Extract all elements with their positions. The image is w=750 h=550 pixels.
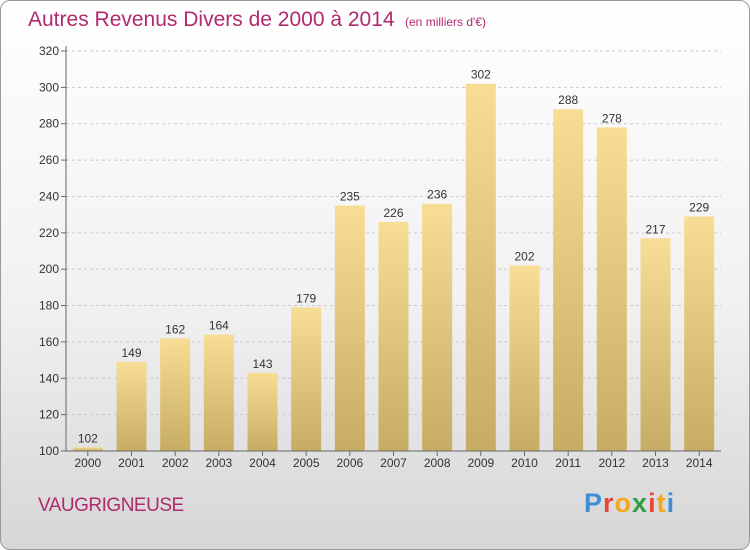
bar <box>596 127 627 451</box>
bar <box>640 238 671 451</box>
bar-value-label: 226 <box>383 206 403 220</box>
y-tick-label: 160 <box>39 335 59 349</box>
bar <box>422 203 453 451</box>
x-tick-label: 2005 <box>293 456 320 470</box>
chart-unit: (en milliers d'€) <box>405 15 486 29</box>
proxiti-logo: Proxiti <box>584 488 675 519</box>
y-tick-label: 200 <box>39 262 59 276</box>
logo-letter: x <box>632 488 649 518</box>
commune-name: VAUGRIGNEUSE <box>38 495 184 516</box>
y-tick-label: 120 <box>39 408 59 422</box>
logo-letter: o <box>614 488 633 518</box>
bar-value-label: 217 <box>645 222 665 236</box>
x-tick-label: 2009 <box>467 456 494 470</box>
y-tick-label: 300 <box>39 80 59 94</box>
bar <box>509 265 540 451</box>
bar-value-label: 288 <box>558 93 578 107</box>
x-tick-label: 2011 <box>555 456 581 470</box>
x-tick-label: 2012 <box>598 456 625 470</box>
bar-value-label: 302 <box>471 68 491 82</box>
x-tick-label: 2006 <box>336 456 363 470</box>
x-tick-label: 2010 <box>511 456 538 470</box>
bar-value-label: 164 <box>209 319 229 333</box>
x-tick-label: 2014 <box>686 456 713 470</box>
bar <box>291 307 322 451</box>
x-tick-label: 2003 <box>205 456 232 470</box>
x-tick-label: 2013 <box>642 456 669 470</box>
x-tick-label: 2004 <box>249 456 276 470</box>
bar <box>203 334 234 451</box>
bar <box>684 216 715 451</box>
x-tick-label: 2008 <box>424 456 451 470</box>
bar <box>72 447 103 451</box>
bar-value-label: 149 <box>121 346 141 360</box>
x-tick-label: 2007 <box>380 456 407 470</box>
x-tick-label: 2001 <box>118 456 145 470</box>
bar <box>247 372 278 451</box>
bar <box>465 83 496 452</box>
x-tick-label: 2000 <box>74 456 101 470</box>
bar-chart: 102 149 162 164 143 179 235 226 236 302 202 288 278 2… <box>39 44 721 470</box>
logo-letter: i <box>648 488 657 518</box>
bar-value-label: 235 <box>340 190 360 204</box>
bars: 102 149 162 164 143 179 235 226 236 302 202 288 278 2… <box>72 68 715 452</box>
bar-value-label: 229 <box>689 200 709 214</box>
y-tick-label: 240 <box>39 189 59 203</box>
bar-value-label: 179 <box>296 291 316 305</box>
chart-title: Autres Revenus Divers de 2000 à 2014 (en… <box>28 8 486 32</box>
bar <box>378 221 409 451</box>
y-tick-label: 320 <box>39 44 59 58</box>
bar-value-label: 278 <box>602 111 622 125</box>
y-tick-label: 280 <box>39 117 59 131</box>
chart-title-text: Autres Revenus Divers de 2000 à 2014 <box>28 8 395 31</box>
logo-letter: r <box>603 488 615 518</box>
bar <box>160 338 191 451</box>
bar-value-label: 143 <box>252 357 272 371</box>
y-tick-label: 260 <box>39 153 59 167</box>
bar <box>334 205 365 451</box>
logo-letter: P <box>584 488 604 518</box>
x-tick-label: 2002 <box>162 456 189 470</box>
y-tick-label: 100 <box>39 444 59 458</box>
bar-value-label: 236 <box>427 188 447 202</box>
logo-letter: i <box>666 488 676 518</box>
bar <box>116 361 147 451</box>
y-tick-label: 220 <box>39 226 59 240</box>
axes: 100 120 140 160 180 200 220 240 260 280 300 320 2000… <box>39 44 721 470</box>
bar <box>553 109 584 451</box>
bar-value-label: 102 <box>78 431 98 445</box>
bar-value-label: 162 <box>165 322 185 336</box>
logo-letter: t <box>656 488 667 518</box>
y-tick-label: 140 <box>39 371 59 385</box>
y-tick-label: 180 <box>39 299 59 313</box>
bar-value-label: 202 <box>514 250 534 264</box>
